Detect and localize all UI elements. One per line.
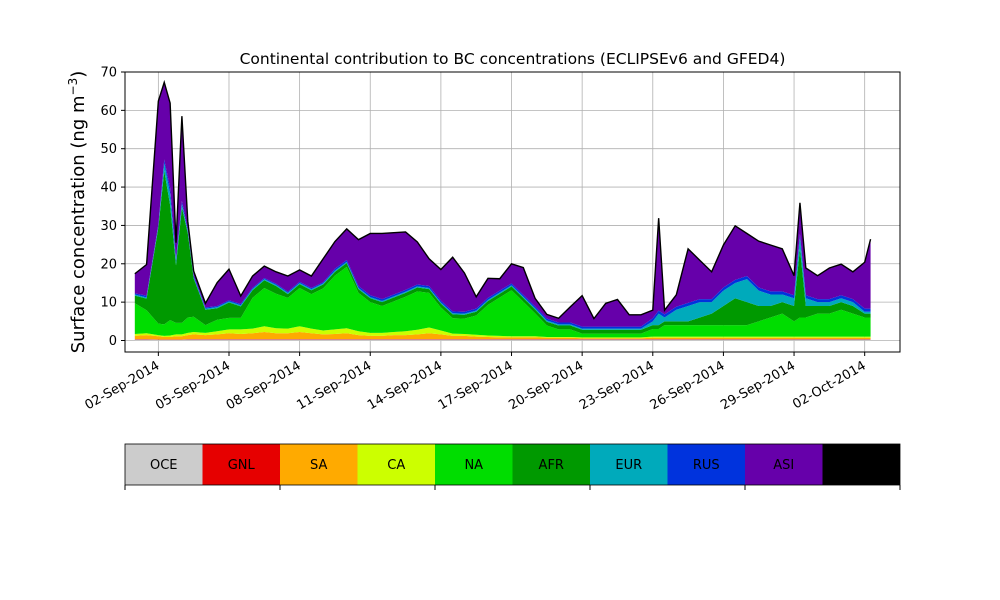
y-tick-label: 20	[100, 257, 117, 272]
area-na	[134, 266, 871, 338]
y-axis-ticks: 0 10 20 30 40 50 60 70	[100, 66, 125, 349]
y-tick-label: 60	[100, 104, 117, 119]
y-axis-label-main: Surface concentration (ng m	[68, 95, 89, 353]
area-ca	[134, 326, 871, 339]
x-tick-label: 02-Oct-2014	[790, 358, 868, 412]
legend-swatch-gnl	[202, 444, 280, 485]
x-tick-label: 02-Sep-2014	[83, 358, 163, 413]
chart-title: Continental contribution to BC concentra…	[240, 50, 786, 68]
legend-swatch-na	[435, 444, 513, 485]
area-oce	[134, 339, 871, 341]
y-tick-label: 50	[100, 142, 117, 157]
legend-label: OCE	[150, 458, 178, 473]
total-line	[134, 79, 872, 320]
legend-swatch-sa	[280, 444, 358, 485]
plot-frame	[124, 71, 901, 353]
legend-frame	[124, 443, 901, 486]
y-tick-label: 30	[100, 219, 117, 234]
legend-label: ASI	[773, 458, 794, 473]
legend-swatch-asi	[745, 444, 823, 485]
y-axis-label-exponent: −3	[66, 78, 80, 96]
legend-label: SA	[310, 458, 327, 473]
legend-label: CA	[387, 458, 405, 473]
legend-swatch-afr	[512, 444, 590, 485]
y-tick-label: 40	[100, 181, 117, 196]
total-concentration-line	[134, 79, 872, 320]
x-tick-label: 20-Sep-2014	[506, 358, 586, 413]
x-tick-label: 14-Sep-2014	[365, 358, 445, 413]
legend-label: EUR	[615, 458, 642, 473]
legend-label: AUS	[848, 458, 875, 473]
legend-label: NA	[464, 458, 483, 473]
y-axis-label-close: )	[68, 71, 89, 78]
legend-swatch-ca	[357, 444, 435, 485]
legend-label: AFR	[539, 458, 564, 473]
legend-colorbar: OCE GNL SA CA NA AFR EUR RUS ASI AUS	[124, 443, 901, 490]
legend-swatch-eur	[590, 444, 668, 485]
legend-swatch-oce	[125, 444, 203, 485]
area-sa	[134, 332, 871, 340]
x-tick-label: 11-Sep-2014	[294, 358, 374, 413]
legend-label: RUS	[693, 458, 720, 473]
legend-swatch-aus	[822, 444, 900, 485]
x-tick-label: 23-Sep-2014	[577, 358, 657, 413]
y-tick-label: 10	[100, 296, 117, 311]
y-tick-label: 0	[109, 334, 117, 349]
x-tick-label: 17-Sep-2014	[436, 358, 516, 413]
y-axis-label: Surface concentration (ng m−3)	[66, 71, 89, 354]
x-tick-label: 08-Sep-2014	[224, 358, 304, 413]
x-axis-ticks: 02-Sep-201405-Sep-201408-Sep-201411-Sep-…	[83, 352, 869, 413]
area-afr	[134, 170, 871, 334]
x-tick-label: 29-Sep-2014	[718, 358, 798, 413]
legend-swatch-rus	[667, 444, 745, 485]
legend-label: GNL	[228, 458, 256, 473]
area-gnl	[134, 338, 871, 340]
y-tick-label: 70	[100, 66, 117, 81]
x-tick-label: 26-Sep-2014	[648, 358, 728, 413]
stacked-areas	[134, 82, 871, 341]
x-tick-label: 05-Sep-2014	[153, 358, 233, 413]
